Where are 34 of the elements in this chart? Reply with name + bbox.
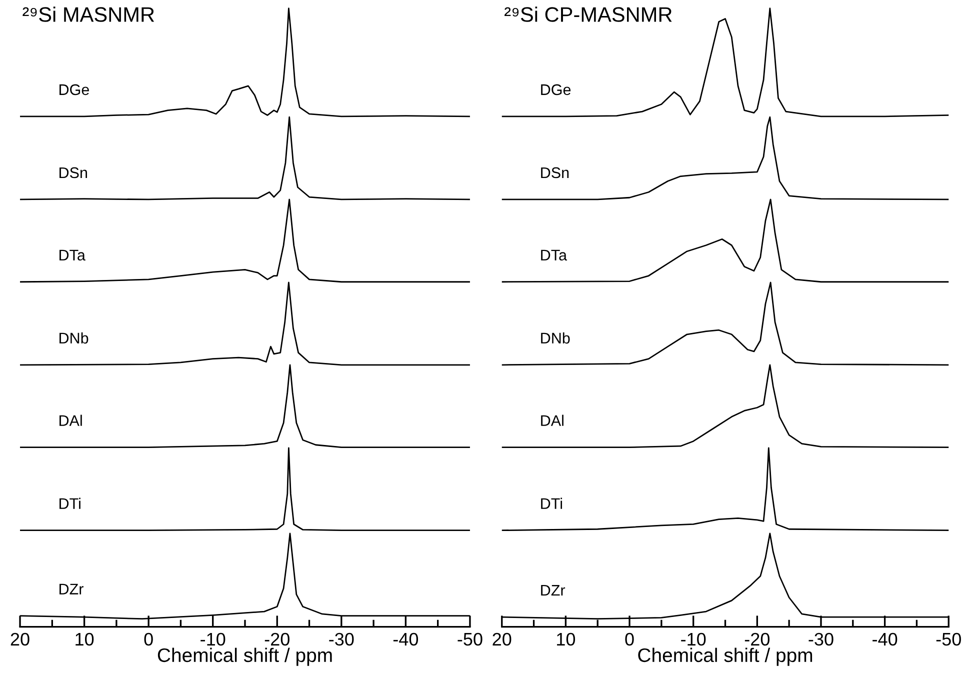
chart-title: ²⁹Si MASNMR (22, 6, 154, 22)
x-tick-label: -20 (744, 632, 770, 646)
x-tick-label: -50 (936, 632, 961, 646)
series-label: DGe (541, 84, 571, 96)
x-tick-label: 10 (557, 632, 576, 646)
x-tick-label: -30 (329, 632, 354, 646)
series-label: DSn (541, 167, 569, 178)
x-tick-label: -40 (872, 632, 898, 646)
series-label: DZr (60, 584, 84, 594)
series-label: DTa (60, 250, 86, 261)
series-label: DTi (60, 498, 80, 509)
series-label: DGe (60, 84, 89, 96)
series-label: DTi (541, 498, 562, 509)
x-axis-title: Chemical shift / ppm (158, 648, 332, 666)
x-tick-label: -40 (393, 632, 418, 646)
chart-title: ²⁹Si CP-MASNMR (504, 6, 672, 22)
x-tick-label: 20 (492, 632, 512, 646)
x-tick-label: -10 (200, 632, 226, 646)
x-tick-label: 0 (625, 632, 634, 646)
x-tick-label: -30 (808, 632, 834, 646)
series-label: DAl (541, 414, 564, 426)
x-tick-label: -20 (264, 632, 290, 646)
series-label: DTa (541, 250, 568, 261)
series-label: DAl (60, 414, 82, 426)
x-axis-title: Chemical shift / ppm (638, 648, 812, 666)
x-tick-label: -10 (681, 632, 706, 646)
series-label: DSn (60, 167, 87, 178)
x-tick-label: 0 (144, 632, 153, 646)
series-label: DZr (541, 585, 566, 596)
x-tick-label: 20 (10, 632, 30, 646)
series-label: DNb (60, 332, 88, 344)
series-label: DNb (541, 332, 570, 344)
x-tick-label: 10 (76, 632, 94, 646)
x-tick-label: -50 (458, 632, 482, 646)
